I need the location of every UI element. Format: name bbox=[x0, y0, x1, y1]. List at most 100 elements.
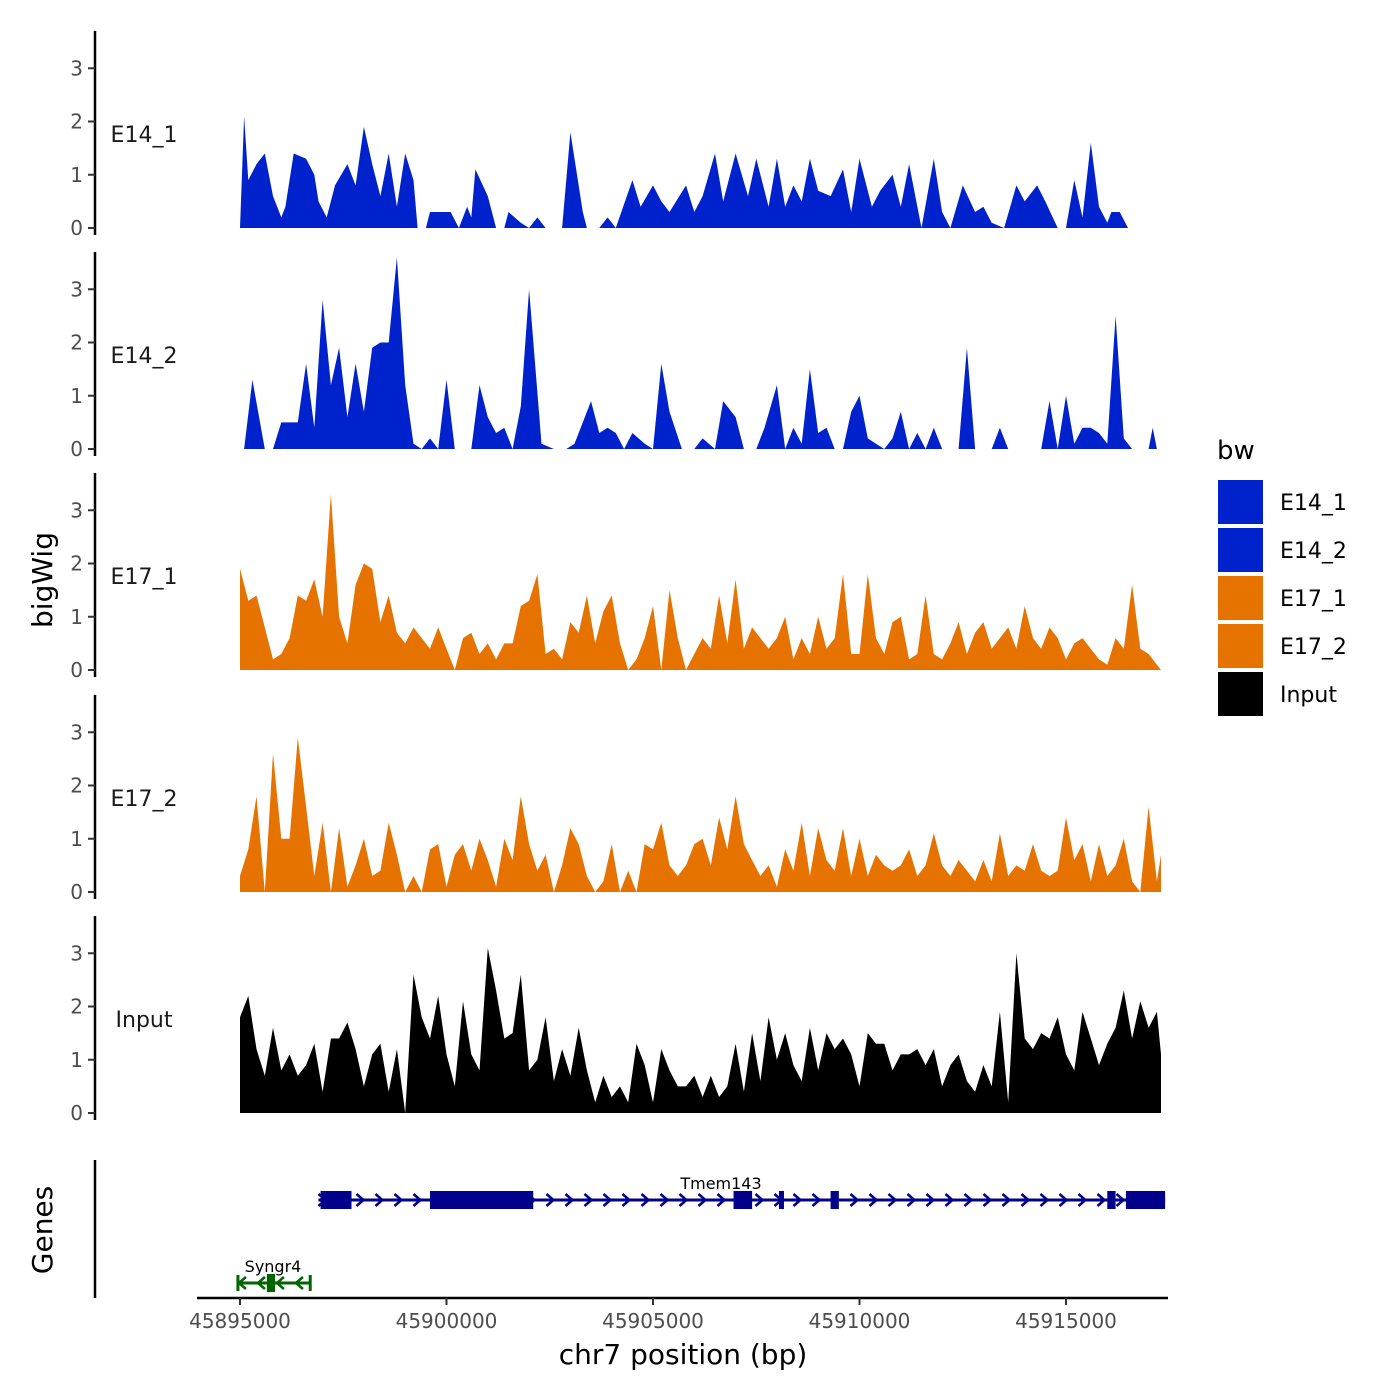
legend-label: E14_1 bbox=[1280, 491, 1347, 516]
gene-exon bbox=[429, 1191, 534, 1209]
strand-arrow bbox=[659, 1193, 670, 1207]
y-tick-label: 2 bbox=[70, 552, 83, 576]
y-tick-label: 0 bbox=[70, 1101, 83, 1125]
gene-exon bbox=[266, 1274, 276, 1292]
gene-name-label: Syngr4 bbox=[245, 1257, 302, 1276]
strand-arrow bbox=[374, 1193, 385, 1207]
track-e14-2: 0 1 2 3 E14_2 bbox=[70, 252, 1157, 461]
y-tick-label: 0 bbox=[70, 658, 83, 682]
track-input: 0 1 2 3 Input bbox=[70, 916, 1161, 1125]
gene-exon bbox=[1107, 1191, 1116, 1209]
strand-arrow bbox=[602, 1193, 613, 1207]
legend: bw E14_1 E14_2 E17_1 E17_2 Input bbox=[1217, 436, 1347, 716]
x-axis-title: chr7 position (bp) bbox=[559, 1338, 808, 1371]
x-tick-label: 45910000 bbox=[809, 1309, 911, 1333]
y-tick-label: 3 bbox=[70, 56, 83, 80]
strand-arrow bbox=[849, 1193, 860, 1207]
y-tick-label: 3 bbox=[70, 941, 83, 965]
gene-exon bbox=[320, 1191, 352, 1209]
y-tick-label: 0 bbox=[70, 216, 83, 240]
y-tick-label: 1 bbox=[70, 163, 83, 187]
gene-track: Tmem143 Syngr4 bbox=[93, 1160, 1166, 1298]
strand-arrow bbox=[1096, 1193, 1107, 1207]
strand-arrow bbox=[583, 1193, 594, 1207]
legend-swatch bbox=[1218, 672, 1263, 716]
strand-arrow bbox=[906, 1193, 917, 1207]
strand-arrow bbox=[792, 1193, 803, 1207]
y-tick-label: 2 bbox=[70, 331, 83, 355]
x-tick-label: 45905000 bbox=[602, 1309, 704, 1333]
strand-arrow bbox=[963, 1193, 974, 1207]
strand-arrow bbox=[697, 1193, 708, 1207]
x-tick-label: 45895000 bbox=[189, 1309, 291, 1333]
legend-item-input: Input bbox=[1218, 672, 1337, 716]
strand-arrow bbox=[887, 1193, 898, 1207]
signal-area-input bbox=[240, 947, 1161, 1113]
strand-arrow bbox=[1039, 1193, 1050, 1207]
legend-label: E14_2 bbox=[1280, 539, 1347, 564]
x-tick-label: 45900000 bbox=[396, 1309, 498, 1333]
strand-arrow bbox=[412, 1193, 423, 1207]
strand-arrow bbox=[754, 1193, 765, 1207]
legend-item-e17-1: E17_1 bbox=[1218, 576, 1347, 620]
strand-arrow bbox=[1115, 1193, 1126, 1207]
legend-label: Input bbox=[1280, 683, 1337, 708]
strand-arrow bbox=[982, 1193, 993, 1207]
signal-area-e14-1 bbox=[240, 116, 1166, 228]
legend-swatch bbox=[1218, 624, 1263, 668]
strand-arrow bbox=[640, 1193, 651, 1207]
signal-area-e17-2 bbox=[240, 737, 1161, 892]
y-tick-label: 1 bbox=[70, 1048, 83, 1072]
legend-swatch bbox=[1218, 480, 1263, 524]
track-label: E14_1 bbox=[111, 123, 178, 148]
strand-arrow bbox=[1058, 1193, 1069, 1207]
gene-exon bbox=[1125, 1191, 1166, 1209]
strand-arrow bbox=[393, 1193, 404, 1207]
strand-arrow bbox=[256, 1276, 266, 1290]
strand-arrow bbox=[275, 1276, 285, 1290]
strand-arrow bbox=[944, 1193, 955, 1207]
track-e17-2: 0 1 2 3 E17_2 bbox=[70, 695, 1161, 904]
strand-arrow bbox=[678, 1193, 689, 1207]
y-tick-label: 1 bbox=[70, 605, 83, 629]
strand-arrow bbox=[621, 1193, 632, 1207]
y-tick-label: 3 bbox=[70, 277, 83, 301]
legend-title: bw bbox=[1217, 436, 1255, 466]
y-tick-label: 3 bbox=[70, 498, 83, 522]
gene-exon bbox=[733, 1191, 753, 1209]
strand-arrow bbox=[294, 1276, 304, 1290]
strand-arrow bbox=[545, 1193, 556, 1207]
legend-swatch bbox=[1218, 528, 1263, 572]
y-tick-label: 0 bbox=[70, 437, 83, 461]
track-e17-1: 0 1 2 3 E17_1 bbox=[70, 473, 1161, 682]
track-label: Input bbox=[116, 1008, 173, 1033]
x-axis: 45895000 45900000 45905000 45910000 45915000 bbox=[189, 1296, 1168, 1333]
y-tick-label: 2 bbox=[70, 774, 83, 798]
y-tick-label: 2 bbox=[70, 995, 83, 1019]
strand-arrow bbox=[868, 1193, 879, 1207]
strand-arrow bbox=[925, 1193, 936, 1207]
y-axis-title: bigWig bbox=[26, 532, 59, 628]
legend-item-e14-2: E14_2 bbox=[1218, 528, 1347, 572]
y-tick-label: 1 bbox=[70, 384, 83, 408]
track-label: E17_1 bbox=[111, 565, 178, 590]
track-label: E17_2 bbox=[111, 787, 178, 812]
track-e14-1: 0 1 2 3 E14_1 bbox=[70, 31, 1166, 240]
strand-arrow bbox=[1001, 1193, 1012, 1207]
strand-arrow bbox=[716, 1193, 727, 1207]
strand-arrow bbox=[564, 1193, 575, 1207]
legend-item-e17-2: E17_2 bbox=[1218, 624, 1347, 668]
gene-exon bbox=[778, 1191, 784, 1209]
gene-syngr4: Syngr4 bbox=[236, 1257, 312, 1292]
legend-item-e14-1: E14_1 bbox=[1218, 480, 1347, 524]
signal-area-e17-1 bbox=[240, 494, 1161, 670]
gene-name-label: Tmem143 bbox=[679, 1174, 761, 1193]
y-tick-label: 0 bbox=[70, 880, 83, 904]
y-tick-label: 3 bbox=[70, 720, 83, 744]
strand-arrow bbox=[1020, 1193, 1031, 1207]
genes-axis-title: Genes bbox=[26, 1186, 59, 1274]
gene-exon bbox=[830, 1191, 839, 1209]
strand-arrow bbox=[355, 1193, 366, 1207]
track-label: E14_2 bbox=[111, 344, 178, 369]
